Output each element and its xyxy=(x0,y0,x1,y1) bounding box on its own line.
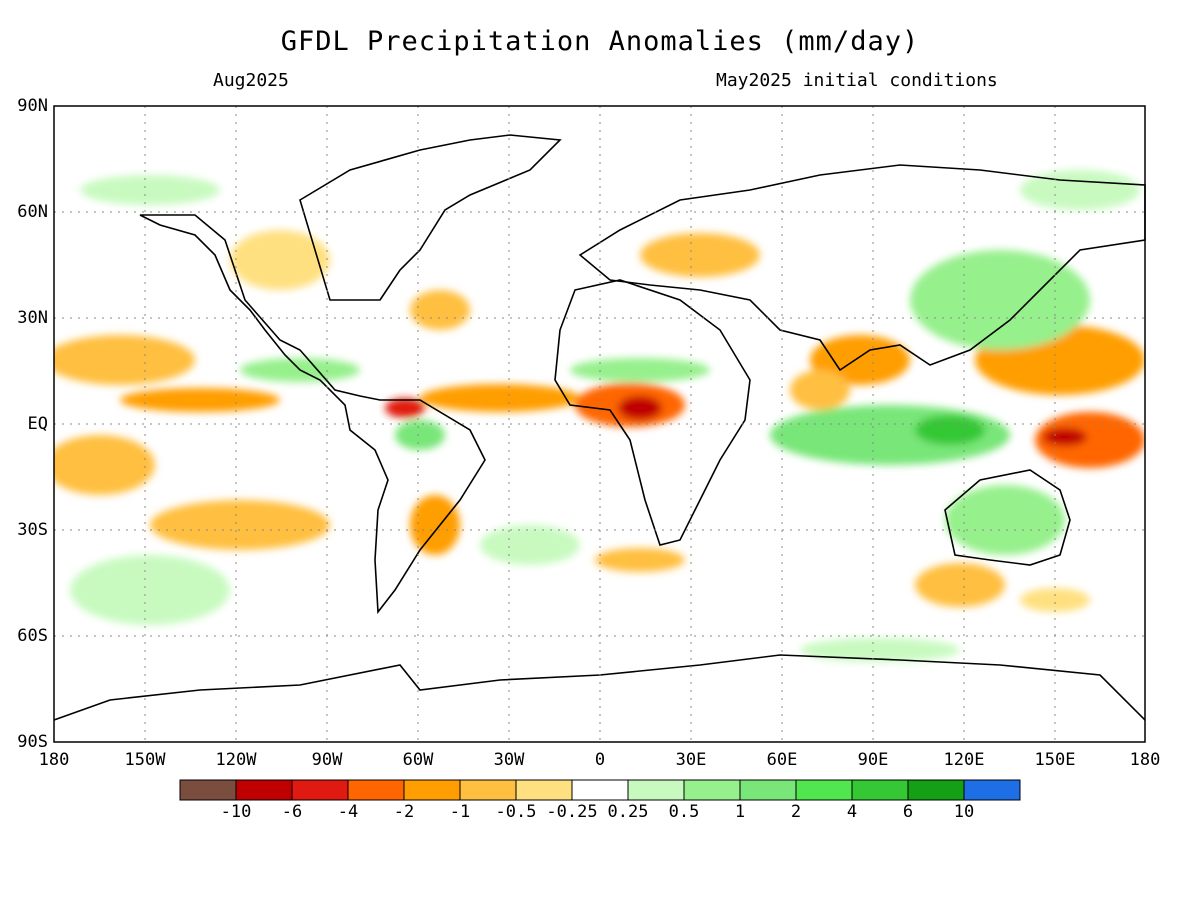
colorbar-swatch xyxy=(963,779,1021,801)
lon-label-0: 0 xyxy=(594,750,606,770)
lon-label-30w: 30W xyxy=(493,750,525,770)
colorbar-label: -0.5 xyxy=(495,802,537,822)
colorbar-label: -1 xyxy=(449,802,471,822)
wet-anomaly-southern-ocean-west xyxy=(70,555,230,625)
chart-title: GFDL Precipitation Anomalies (mm/day) xyxy=(280,26,920,57)
wet-anomaly-east-asia xyxy=(910,250,1090,350)
anomaly-field xyxy=(54,170,1145,662)
dry-anomaly-south-pacific xyxy=(150,500,330,550)
lon-label-120w: 120W xyxy=(215,750,257,770)
colorbar-swatch xyxy=(515,779,573,801)
antarctica-coastline xyxy=(53,654,1146,721)
lat-label-eq: EQ xyxy=(27,414,48,434)
lat-label-30s: 30S xyxy=(17,520,48,540)
africa-coastline xyxy=(554,279,751,546)
gridlines xyxy=(54,106,1145,742)
colorbar-swatch xyxy=(347,779,405,801)
colorbar-label: 0.25 xyxy=(607,802,649,822)
wet-anomaly-australia xyxy=(945,485,1065,555)
dry-anomaly-south-indian-ocean xyxy=(915,563,1005,607)
lon-label-90w: 90W xyxy=(311,750,343,770)
lat-label-90s: 90S xyxy=(17,732,48,752)
wet-anomaly-south-atlantic xyxy=(480,525,580,565)
dry-anomaly-south-atlantic xyxy=(595,548,685,572)
dry-anomaly-itcz xyxy=(120,388,280,412)
colorbar-swatch xyxy=(795,779,853,801)
lon-label-120e: 120E xyxy=(943,750,985,770)
lon-label-90e: 90E xyxy=(857,750,889,770)
colorbar-label: -0.25 xyxy=(546,802,598,822)
dry-anomaly-north-atlantic xyxy=(410,290,470,330)
colorbar-label: 6 xyxy=(902,802,914,822)
wet-anomaly-maritime-continent xyxy=(915,415,985,445)
australia-coastline xyxy=(944,469,1071,566)
eurasia-coastline xyxy=(578,164,1146,372)
colorbar-label: -4 xyxy=(337,802,359,822)
dry-anomaly-south-brazil xyxy=(410,495,460,555)
lon-label-180w: 180 xyxy=(38,750,70,770)
coastlines xyxy=(53,134,1146,721)
initial-conditions-label: May2025 initial conditions xyxy=(716,70,998,91)
dry-anomaly-atlantic-itcz xyxy=(420,384,580,412)
lon-label-150w: 150W xyxy=(124,750,166,770)
wet-anomaly-north-pacific xyxy=(80,175,220,205)
dry-anomaly-north-america xyxy=(230,230,330,290)
colorbar-swatch xyxy=(235,779,293,801)
lat-label-60s: 60S xyxy=(17,626,48,646)
dry-anomaly-europe xyxy=(640,233,760,277)
lat-label-60n: 60N xyxy=(17,202,48,222)
colorbar-swatch xyxy=(179,779,237,801)
colorbar-swatch xyxy=(291,779,349,801)
lon-label-30e: 30E xyxy=(675,750,707,770)
wet-anomaly-sahel xyxy=(570,358,710,382)
colorbar-label: 10 xyxy=(953,802,975,822)
colorbar-swatch xyxy=(739,779,797,801)
dry-anomaly-congo-core xyxy=(618,396,662,420)
colorbar-label: -6 xyxy=(281,802,303,822)
lat-label-90n: 90N xyxy=(17,96,48,116)
colorbar-swatch xyxy=(627,779,685,801)
dry-anomaly-se-pacific xyxy=(54,435,155,495)
dry-anomaly-guianas xyxy=(385,398,425,418)
lat-label-30n: 30N xyxy=(17,308,48,328)
colorbar-swatch xyxy=(851,779,909,801)
colorbar-swatch xyxy=(571,779,629,801)
colorbar-swatch xyxy=(403,779,461,801)
colorbar-swatch xyxy=(459,779,517,801)
colorbar-label: -10 xyxy=(220,802,252,822)
wet-anomaly-siberia xyxy=(1020,170,1140,210)
north-america-greenland-coastline xyxy=(299,134,562,301)
valid-month-label: Aug2025 xyxy=(213,70,289,91)
lon-label-180e: 180 xyxy=(1129,750,1161,770)
lon-label-60w: 60W xyxy=(402,750,434,770)
wet-anomaly-southern-ocean-east xyxy=(800,638,960,662)
map-frame xyxy=(53,105,1146,743)
colorbar-label: 0.5 xyxy=(668,802,700,822)
dry-anomaly-png-core xyxy=(1043,428,1087,446)
dry-anomaly-east-pacific xyxy=(54,335,195,385)
lon-label-60e: 60E xyxy=(766,750,798,770)
colorbar-label: 4 xyxy=(846,802,858,822)
colorbar-label: 2 xyxy=(790,802,802,822)
colorbar-label: 1 xyxy=(734,802,746,822)
colorbar-swatch xyxy=(683,779,741,801)
dry-anomaly-arabian-sea xyxy=(790,370,850,410)
dry-anomaly-equatorial-pacific xyxy=(1035,412,1145,468)
americas-coastline xyxy=(139,214,486,615)
lon-label-150e: 150E xyxy=(1034,750,1076,770)
dry-anomaly-tasman xyxy=(1020,588,1090,612)
wet-anomaly-amazon xyxy=(395,420,445,450)
colorbar-swatch xyxy=(907,779,965,801)
colorbar-label: -2 xyxy=(393,802,415,822)
colorbar xyxy=(179,779,1021,801)
